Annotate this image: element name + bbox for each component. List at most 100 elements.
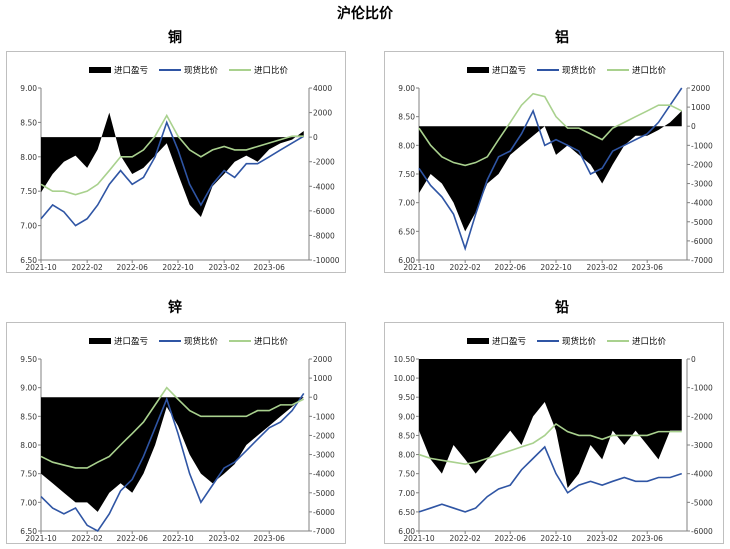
series-line-spot_ratio <box>418 445 682 513</box>
series-area-import_pl <box>419 359 682 488</box>
y-right-tick-label: -7000 <box>691 256 713 265</box>
series-line-import_ratio <box>418 92 683 167</box>
series-line-import_ratio <box>40 386 305 469</box>
y-right-tick-label: -5000 <box>691 498 713 507</box>
y-left-tick-label: 10.50 <box>394 355 416 364</box>
y-right-tick-label: -3000 <box>691 441 713 450</box>
x-tick-label: 2022-06 <box>117 534 149 543</box>
x-tick-label: 2022-10 <box>540 534 572 543</box>
chart-title-lead: 铅 <box>555 300 569 316</box>
x-tick-label: 2023-06 <box>632 534 664 543</box>
chart-title-copper: 铜 <box>168 30 182 46</box>
chart-lead: 进口盈亏 现货比价 进口比价 6.00 6.50 7.00 7.50 8.00 8.50 9.00… <box>394 336 714 543</box>
y-right-tick-label: -2000 <box>691 412 713 421</box>
x-tick-label: 2022-10 <box>162 263 194 272</box>
y-left-tick-label: 8.50 <box>398 431 415 440</box>
x-tick-label: 2023-02 <box>208 534 240 543</box>
legend: 进口盈亏 现货比价 进口比价 <box>89 65 289 76</box>
series-line-spot_ratio <box>418 87 683 252</box>
legend-label-import_ratio: 进口比价 <box>632 65 667 76</box>
x-tick-label: 2023-02 <box>586 534 618 543</box>
y-left-tick-label: 7.00 <box>398 199 415 208</box>
x-tick-label: 2022-06 <box>495 263 527 272</box>
y-left-tick-label: 10.00 <box>394 374 416 383</box>
y-left-tick-label: 7.00 <box>398 489 415 498</box>
y-right-tick-label: -1000 <box>691 141 713 150</box>
series-line-spot_ratio <box>40 392 305 533</box>
legend-label-import_pl: 进口盈亏 <box>114 66 148 76</box>
legend: 进口盈亏 现货比价 进口比价 <box>467 65 667 76</box>
x-tick-label: 2022-02 <box>449 263 481 272</box>
legend-label-import_pl: 进口盈亏 <box>114 337 148 347</box>
legend-swatch-import_pl <box>467 67 489 73</box>
y-left-tick-label: 6.50 <box>20 527 37 536</box>
legend-label-import_ratio: 进口比价 <box>254 336 289 347</box>
y-left-tick-label: 9.00 <box>398 84 415 93</box>
y-left-tick-label: 7.50 <box>20 187 37 196</box>
y-right-tick-label: -5000 <box>691 218 713 227</box>
series-line-import_ratio <box>40 113 304 196</box>
series-area-import_pl <box>41 112 304 217</box>
x-tick-label: 2022-02 <box>449 534 481 543</box>
y-right-tick-label: 2000 <box>313 109 332 118</box>
series-area-import_pl <box>41 397 304 512</box>
legend-label-import_pl: 进口盈亏 <box>492 337 526 347</box>
y-left-tick-label: 8.00 <box>398 451 415 460</box>
y-left-tick-label: 7.00 <box>20 222 37 231</box>
y-right-tick-label: -6000 <box>691 237 713 246</box>
y-left-tick-label: 6.50 <box>398 227 415 236</box>
y-right-tick-label: 0 <box>691 122 696 131</box>
y-left-tick-label: 9.00 <box>398 412 415 421</box>
y-left-tick-label: 7.50 <box>398 470 415 479</box>
legend-swatch-import_pl <box>89 338 111 344</box>
x-tick-label: 2021-10 <box>25 263 57 272</box>
y-left-tick-label: 8.00 <box>398 141 415 150</box>
y-left-tick-label: 8.00 <box>20 441 37 450</box>
y-right-tick-label: -2000 <box>313 431 335 440</box>
x-tick-label: 2023-06 <box>254 263 286 272</box>
chart-panel-lead: 进口盈亏 现货比价 进口比价 6.00 6.50 7.00 7.50 8.00 8.50 9.00… <box>384 322 724 544</box>
x-tick-label: 2023-02 <box>208 263 240 272</box>
y-right-tick-label: -4000 <box>691 199 713 208</box>
y-left-tick-label: 6.00 <box>398 527 415 536</box>
y-left-tick-label: 8.50 <box>20 118 37 127</box>
series-area-import_pl <box>419 110 682 232</box>
x-tick-label: 2022-02 <box>71 534 103 543</box>
y-left-tick-label: 6.00 <box>398 256 415 265</box>
legend: 进口盈亏 现货比价 进口比价 <box>89 336 289 347</box>
legend-swatch-import_pl <box>467 338 489 344</box>
y-left-tick-label: 9.00 <box>20 84 37 93</box>
legend-swatch-import_pl <box>89 67 111 73</box>
legend-label-spot_ratio: 现货比价 <box>184 65 219 76</box>
legend: 进口盈亏 现货比价 进口比价 <box>467 336 667 347</box>
y-left-tick-label: 9.50 <box>398 393 415 402</box>
y-right-tick-label: -6000 <box>313 508 335 517</box>
y-right-tick-label: -2000 <box>691 160 713 169</box>
legend-label-import_pl: 进口盈亏 <box>492 66 526 76</box>
chart-title-zinc: 锌 <box>168 300 182 316</box>
x-tick-label: 2022-02 <box>71 263 103 272</box>
y-right-tick-label: 2000 <box>691 84 710 93</box>
x-tick-label: 2021-10 <box>403 534 435 543</box>
y-right-tick-label: -8000 <box>313 231 335 240</box>
y-right-tick-label: -4000 <box>691 470 713 479</box>
chart-panel-zinc: 进口盈亏 现货比价 进口比价 6.50 7.00 7.50 8.00 8.50 9.00 9.50… <box>6 322 346 544</box>
legend-label-import_ratio: 进口比价 <box>254 65 289 76</box>
y-right-tick-label: -4000 <box>313 182 335 191</box>
y-right-tick-label: -7000 <box>313 527 335 536</box>
legend-label-spot_ratio: 现货比价 <box>562 65 597 76</box>
chart-panel-aluminum: 进口盈亏 现货比价 进口比价 6.00 6.50 7.00 7.50 8.00 8.50 9.00… <box>384 51 724 273</box>
x-tick-label: 2021-10 <box>403 263 435 272</box>
chart-panel-copper: 进口盈亏 现货比价 进口比价 6.50 7.00 7.50 8.00 8.50 9.00 -100… <box>6 51 346 273</box>
y-left-tick-label: 7.00 <box>20 498 37 507</box>
y-right-tick-label: 0 <box>691 355 696 364</box>
y-right-tick-label: -1000 <box>313 412 335 421</box>
legend-label-spot_ratio: 现货比价 <box>184 336 219 347</box>
legend-label-import_ratio: 进口比价 <box>632 336 667 347</box>
y-right-tick-label: -4000 <box>313 470 335 479</box>
chart-title-aluminum: 铝 <box>555 30 569 46</box>
y-left-tick-label: 8.00 <box>20 153 37 162</box>
x-tick-label: 2022-06 <box>495 534 527 543</box>
y-right-tick-label: -3000 <box>691 180 713 189</box>
series-line-import_ratio <box>418 422 682 465</box>
